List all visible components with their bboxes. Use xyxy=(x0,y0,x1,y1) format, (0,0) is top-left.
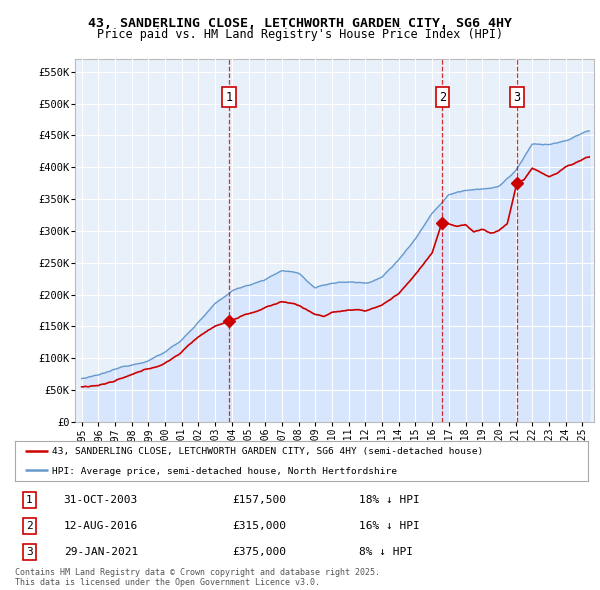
Text: Price paid vs. HM Land Registry's House Price Index (HPI): Price paid vs. HM Land Registry's House … xyxy=(97,28,503,41)
Text: £375,000: £375,000 xyxy=(233,548,287,558)
Text: 29-JAN-2021: 29-JAN-2021 xyxy=(64,548,138,558)
Text: 2: 2 xyxy=(26,521,33,531)
Text: HPI: Average price, semi-detached house, North Hertfordshire: HPI: Average price, semi-detached house,… xyxy=(52,467,397,476)
Text: £157,500: £157,500 xyxy=(233,495,287,504)
Text: 1: 1 xyxy=(26,495,33,504)
Text: 1: 1 xyxy=(226,91,233,104)
Text: 43, SANDERLING CLOSE, LETCHWORTH GARDEN CITY, SG6 4HY: 43, SANDERLING CLOSE, LETCHWORTH GARDEN … xyxy=(88,17,512,30)
Text: £315,000: £315,000 xyxy=(233,521,287,531)
Text: 31-OCT-2003: 31-OCT-2003 xyxy=(64,495,138,504)
Text: 3: 3 xyxy=(514,91,520,104)
Text: 3: 3 xyxy=(26,548,33,558)
Text: 8% ↓ HPI: 8% ↓ HPI xyxy=(359,548,413,558)
Text: 43, SANDERLING CLOSE, LETCHWORTH GARDEN CITY, SG6 4HY (semi-detached house): 43, SANDERLING CLOSE, LETCHWORTH GARDEN … xyxy=(52,447,484,457)
Text: Contains HM Land Registry data © Crown copyright and database right 2025.
This d: Contains HM Land Registry data © Crown c… xyxy=(15,568,380,587)
Text: 2: 2 xyxy=(439,91,446,104)
Text: 18% ↓ HPI: 18% ↓ HPI xyxy=(359,495,419,504)
Text: 12-AUG-2016: 12-AUG-2016 xyxy=(64,521,138,531)
Text: 16% ↓ HPI: 16% ↓ HPI xyxy=(359,521,419,531)
